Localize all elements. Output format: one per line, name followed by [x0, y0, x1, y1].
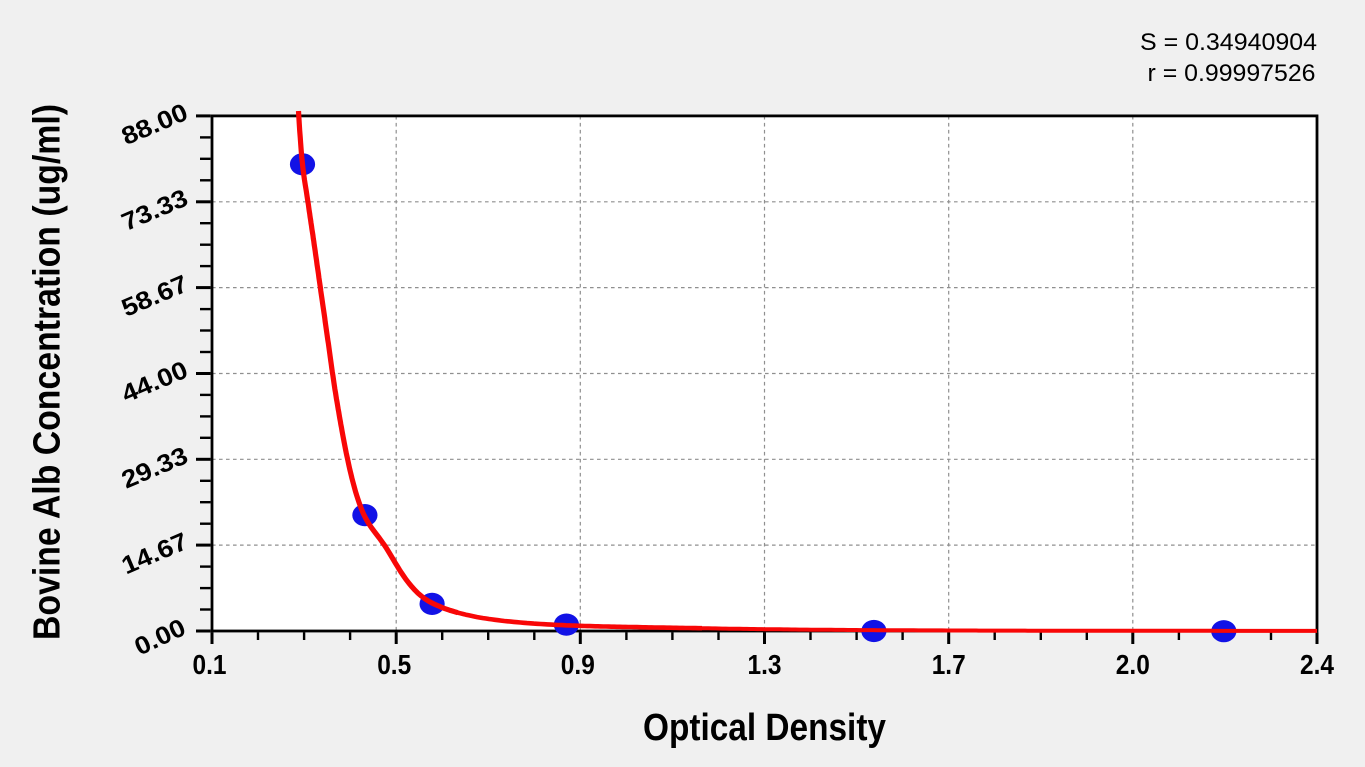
svg-text:Bovine Alb Concentration (ug/m: Bovine Alb Concentration (ug/ml)	[27, 104, 69, 640]
svg-text:Optical Density: Optical Density	[643, 707, 886, 749]
svg-text:1.7: 1.7	[932, 649, 966, 680]
svg-text:r = 0.99997526: r = 0.99997526	[1148, 60, 1316, 87]
svg-text:2.4: 2.4	[1300, 649, 1334, 680]
svg-text:0.9: 0.9	[561, 649, 595, 680]
svg-text:0.1: 0.1	[193, 649, 227, 680]
svg-text:1.3: 1.3	[748, 649, 782, 680]
svg-text:2.0: 2.0	[1116, 649, 1150, 680]
svg-text:S = 0.34940904: S = 0.34940904	[1140, 29, 1317, 56]
svg-text:0.5: 0.5	[377, 649, 411, 680]
